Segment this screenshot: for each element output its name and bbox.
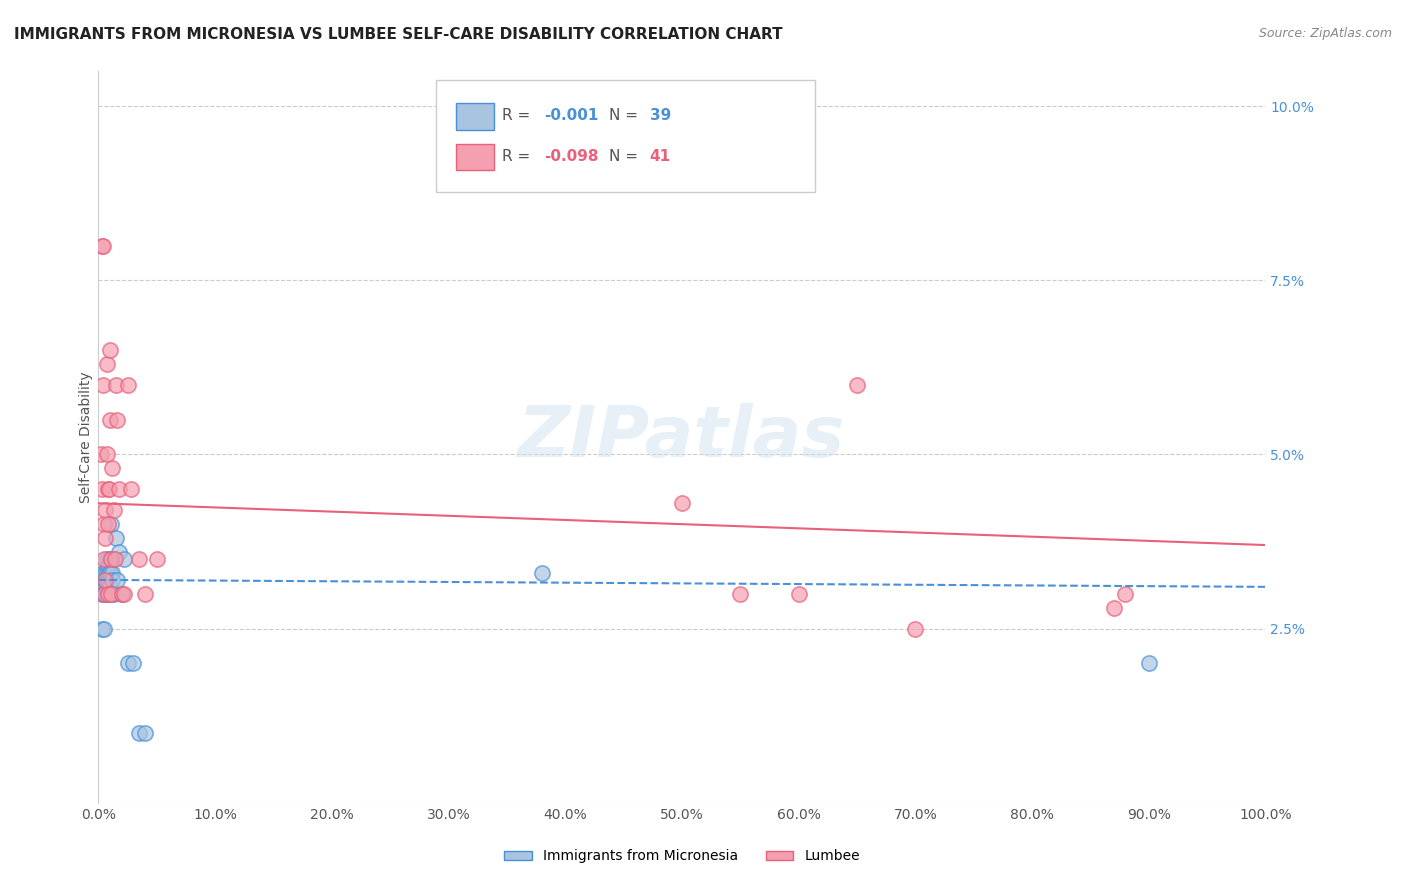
Point bbox=[90, 448, 112, 462]
Point bbox=[94, 531, 117, 545]
Point bbox=[1114, 587, 1136, 601]
Y-axis label: Self-Care Disability: Self-Care Disability bbox=[79, 371, 93, 503]
Point bbox=[104, 377, 127, 392]
Point bbox=[112, 587, 135, 601]
Legend: Immigrants from Micronesia, Lumbee: Immigrants from Micronesia, Lumbee bbox=[498, 844, 866, 869]
Point bbox=[93, 517, 115, 532]
Point bbox=[117, 377, 139, 392]
Point bbox=[93, 580, 115, 594]
Point bbox=[94, 587, 117, 601]
Point bbox=[105, 412, 128, 426]
Point bbox=[96, 587, 118, 601]
Point bbox=[1137, 657, 1160, 671]
Point bbox=[104, 531, 127, 545]
Point bbox=[98, 343, 121, 357]
Point bbox=[108, 545, 131, 559]
Point bbox=[93, 587, 115, 601]
Point bbox=[134, 726, 156, 740]
Point bbox=[91, 377, 114, 392]
Point bbox=[94, 573, 117, 587]
Point bbox=[91, 566, 114, 580]
Text: Source: ZipAtlas.com: Source: ZipAtlas.com bbox=[1258, 27, 1392, 40]
Point bbox=[97, 587, 120, 601]
Point bbox=[97, 573, 120, 587]
Point bbox=[91, 238, 114, 252]
Point bbox=[100, 587, 122, 601]
Point bbox=[108, 483, 131, 497]
Point bbox=[128, 552, 150, 566]
Point bbox=[98, 412, 121, 426]
Point bbox=[904, 622, 927, 636]
Text: R =: R = bbox=[502, 149, 536, 163]
Point bbox=[103, 587, 125, 601]
Point bbox=[98, 552, 121, 566]
Point bbox=[100, 552, 122, 566]
Text: N =: N = bbox=[609, 149, 643, 163]
Point bbox=[101, 573, 124, 587]
Point bbox=[122, 657, 145, 671]
Point bbox=[101, 461, 124, 475]
Text: -0.001: -0.001 bbox=[544, 109, 599, 123]
Point bbox=[100, 517, 122, 532]
Point bbox=[93, 622, 115, 636]
Point bbox=[111, 587, 134, 601]
Point bbox=[90, 587, 112, 601]
Point bbox=[146, 552, 169, 566]
Point bbox=[730, 587, 752, 601]
Point bbox=[134, 587, 156, 601]
Point bbox=[846, 377, 869, 392]
Point bbox=[90, 622, 112, 636]
Point bbox=[90, 238, 112, 252]
Point bbox=[96, 552, 118, 566]
Point bbox=[96, 357, 118, 371]
Point bbox=[97, 483, 120, 497]
Point bbox=[101, 566, 124, 580]
Point bbox=[97, 566, 120, 580]
Point bbox=[97, 580, 120, 594]
Point bbox=[100, 587, 122, 601]
Text: ZIPatlas: ZIPatlas bbox=[519, 402, 845, 472]
Point bbox=[671, 496, 693, 510]
Point bbox=[94, 503, 117, 517]
Point bbox=[96, 580, 118, 594]
Point bbox=[97, 558, 120, 573]
Point bbox=[787, 587, 810, 601]
Text: 39: 39 bbox=[650, 109, 671, 123]
Text: N =: N = bbox=[609, 109, 643, 123]
Point bbox=[530, 566, 553, 580]
Point bbox=[97, 483, 120, 497]
Point bbox=[93, 587, 115, 601]
Point bbox=[98, 580, 121, 594]
Text: -0.098: -0.098 bbox=[544, 149, 599, 163]
Point bbox=[96, 566, 118, 580]
Point bbox=[94, 566, 117, 580]
Point bbox=[112, 552, 135, 566]
Point bbox=[96, 448, 118, 462]
Point bbox=[104, 552, 127, 566]
Point bbox=[103, 552, 125, 566]
Point bbox=[93, 573, 115, 587]
Point bbox=[90, 483, 112, 497]
Point bbox=[120, 483, 142, 497]
Point bbox=[94, 580, 117, 594]
Point bbox=[128, 726, 150, 740]
Point bbox=[1102, 600, 1125, 615]
Text: 41: 41 bbox=[650, 149, 671, 163]
Text: R =: R = bbox=[502, 109, 536, 123]
Text: IMMIGRANTS FROM MICRONESIA VS LUMBEE SELF-CARE DISABILITY CORRELATION CHART: IMMIGRANTS FROM MICRONESIA VS LUMBEE SEL… bbox=[14, 27, 783, 42]
Point bbox=[105, 573, 128, 587]
Point bbox=[97, 587, 120, 601]
Point bbox=[97, 517, 120, 532]
Point bbox=[103, 503, 125, 517]
Point bbox=[93, 552, 115, 566]
Point bbox=[117, 657, 139, 671]
Point bbox=[111, 587, 134, 601]
Point bbox=[98, 566, 121, 580]
